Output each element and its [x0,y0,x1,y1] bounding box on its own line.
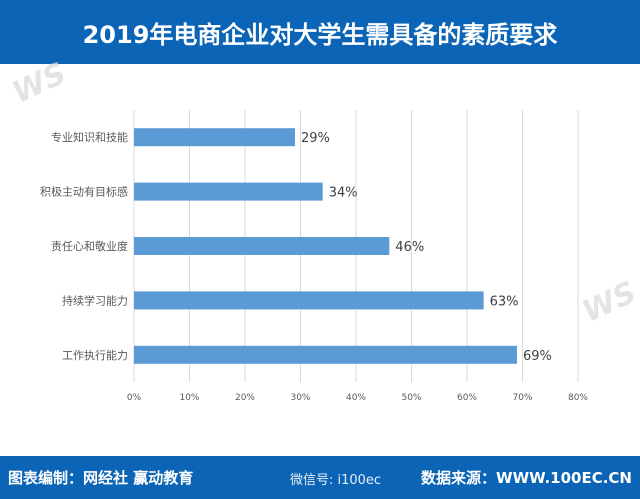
category-label: 责任心和敬业度 [51,239,128,253]
x-tick-label: 20% [235,393,255,403]
category-label: 专业知识和技能 [51,130,128,144]
bar [134,345,517,364]
x-tick-label: 50% [401,393,421,403]
x-tick-label: 40% [346,393,366,403]
x-tick-label: 80% [568,393,588,403]
bar [134,291,484,310]
category-label: 持续学习能力 [62,293,128,307]
bar [134,182,323,201]
footer-source: 数据来源：WWW.100EC.CN [421,469,632,487]
x-tick-label: 10% [179,393,199,403]
category-label: 积极主动有目标感 [40,185,128,199]
x-tick-label: 70% [512,393,532,403]
category-label: 工作执行能力 [62,348,128,362]
data-label: 29% [301,131,330,146]
bar [134,128,295,147]
x-tick-label: 30% [290,393,310,403]
bar [134,237,390,255]
footer-credit: 图表编制：网经社 赢动教育 [8,469,194,487]
x-tick-label: 0% [127,393,142,403]
data-label: 69% [523,349,552,364]
data-label: 63% [490,294,519,309]
x-tick-label: 60% [457,393,477,403]
data-label: 46% [395,240,424,255]
wechat-id: 微信号: i100ec [290,473,382,488]
footer: 图表编制：网经社 赢动教育 微信号: i100ec 数据来源：WWW.100EC… [0,456,640,499]
chart-title: 2019年电商企业对大学生需具备的素质要求 [0,0,640,64]
data-label: 34% [329,186,358,201]
